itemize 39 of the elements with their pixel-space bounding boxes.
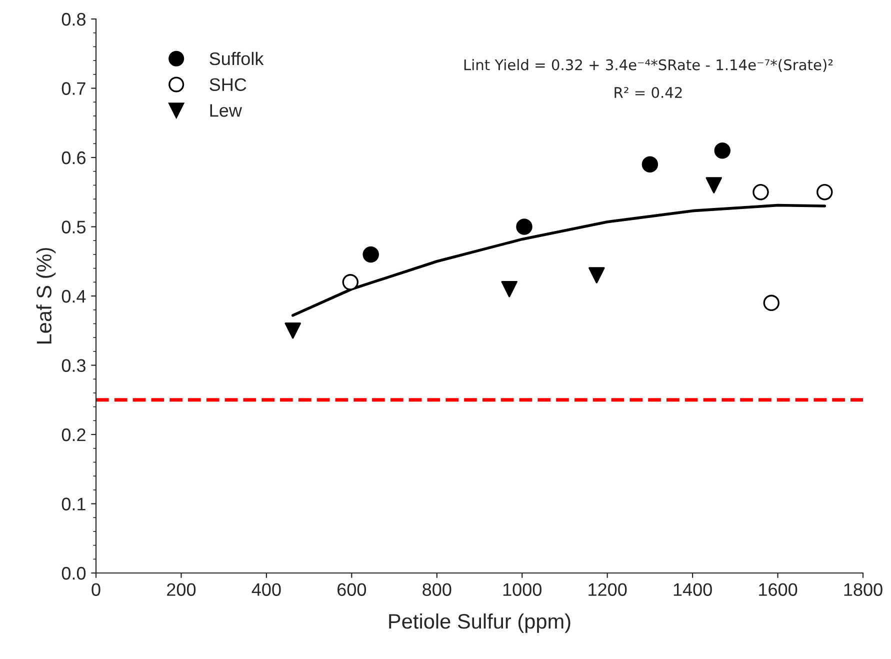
x-tick-label: 1600: [759, 583, 798, 596]
point: [342, 274, 359, 290]
y-tick-label: 0.6: [62, 151, 86, 164]
x-tick-label: 400: [252, 583, 281, 596]
y-tick-label: 0.0: [62, 566, 86, 580]
y-tick-label: 0.8: [62, 12, 86, 26]
annotation: Lint Yield = 0.32 + 3.4e⁻⁴*SRate - 1.14e⁻⁷*(Srate)²: [464, 59, 833, 72]
y-tick-label: 0.5: [62, 220, 86, 234]
point: [706, 177, 722, 194]
x-tick-label: 1400: [674, 583, 712, 596]
x-tick-label: 1200: [588, 583, 627, 596]
point: [752, 184, 769, 200]
point: [714, 142, 730, 159]
point: [763, 294, 780, 312]
x-axis-title: Petiole Sulfur (ppm): [389, 613, 570, 633]
y-tick-label: 0.1: [62, 498, 86, 510]
legend-label: Lew: [210, 104, 242, 117]
point: [816, 184, 833, 200]
y-tick-label: 0.4: [62, 290, 86, 303]
x-tick-label: 800: [422, 583, 452, 596]
point: [501, 280, 518, 298]
legend-label: Suffolk: [210, 52, 264, 66]
point: [642, 156, 658, 173]
annotation: R² = 0.42: [614, 86, 682, 98]
legend-label: SHC: [210, 78, 246, 91]
y-tick-label: 0.7: [62, 82, 86, 95]
line-series: [291, 204, 826, 317]
point: [516, 218, 532, 235]
x-tick-label: 1800: [844, 583, 882, 596]
point: [588, 267, 605, 284]
point: [284, 322, 301, 339]
point: [362, 246, 379, 263]
x-tick-label: 600: [338, 583, 366, 596]
y-axis-title: Leaf S (%): [36, 248, 56, 344]
y-tick-label: 0.2: [62, 428, 86, 442]
x-tick-label: 0: [92, 583, 100, 596]
x-tick-label: 200: [167, 583, 196, 596]
y-tick-label: 0.3: [62, 359, 86, 372]
x-tick-label: 1000: [503, 583, 542, 596]
